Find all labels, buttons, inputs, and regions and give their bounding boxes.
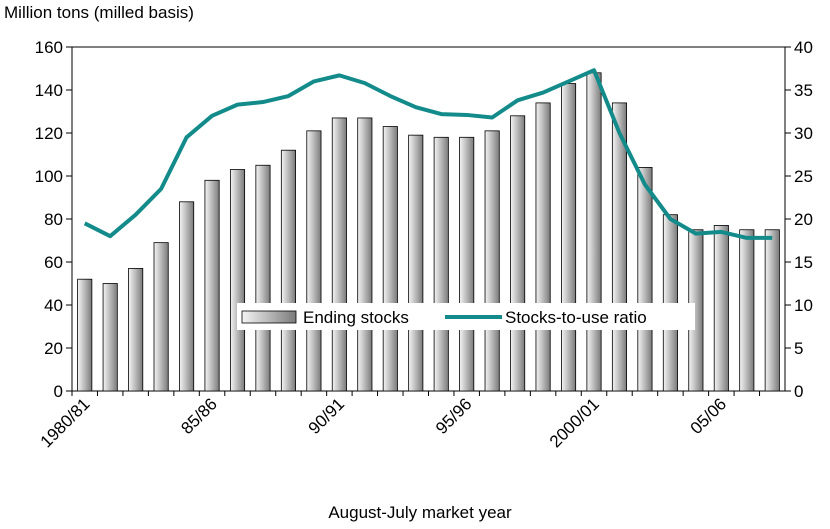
y-tick-label: 40: [44, 296, 63, 315]
x-tick-label: 1980/81: [37, 394, 94, 451]
x-tick-label: 85/86: [177, 394, 221, 438]
bar: [331, 117, 347, 392]
y-tick-label: 100: [35, 167, 63, 186]
bar: [433, 136, 449, 392]
bar: [637, 166, 653, 392]
y-tick-label: 140: [35, 81, 63, 100]
y2-tick-label: 20: [794, 210, 813, 229]
bar: [764, 229, 780, 392]
bar: [204, 179, 220, 392]
bar: [128, 268, 144, 392]
y2-tick-label: 15: [794, 253, 813, 272]
x-axis-title: August-July market year: [328, 503, 512, 522]
bar: [561, 83, 577, 392]
legend-swatch: [241, 310, 297, 324]
bar: [306, 130, 322, 392]
y2-tick-label: 10: [794, 296, 813, 315]
y2-tick-label: 5: [794, 339, 803, 358]
bar: [459, 136, 475, 392]
y2-tick-label: 35: [794, 81, 813, 100]
y-tick-label: 160: [35, 38, 63, 57]
x-tick-label: 95/96: [432, 394, 476, 438]
bar: [586, 72, 602, 392]
x-tick-label: 90/91: [305, 394, 349, 438]
y-axis-title: Million tons (milled basis): [4, 3, 194, 22]
bar: [510, 115, 526, 392]
bar: [229, 169, 246, 392]
y-tick-label: 120: [35, 124, 63, 143]
y2-tick-label: 0: [794, 382, 803, 401]
line: [83, 68, 773, 240]
legend-label: Ending stocks: [303, 308, 409, 327]
bar: [153, 242, 169, 392]
bar: [102, 283, 118, 392]
legend-label: Stocks-to-use ratio: [505, 308, 647, 327]
bar: [484, 130, 500, 392]
x-tick-label: 05/06: [687, 394, 731, 438]
y-tick-label: 60: [44, 253, 63, 272]
bar: [255, 164, 271, 392]
bar: [408, 134, 424, 392]
y2-tick-label: 25: [794, 167, 813, 186]
bar: [535, 102, 551, 392]
bar: [280, 149, 296, 392]
y-tick-label: 0: [54, 382, 63, 401]
bar: [662, 214, 678, 392]
bar: [739, 229, 755, 392]
bar: [713, 225, 729, 392]
bar: [357, 117, 373, 392]
bar: [77, 278, 93, 392]
plot-area: [71, 46, 786, 392]
y2-tick-label: 30: [794, 124, 813, 143]
bar: [382, 126, 398, 392]
y2-tick-label: 40: [794, 38, 813, 57]
y-tick-label: 20: [44, 339, 63, 358]
y-tick-label: 80: [44, 210, 63, 229]
bar: [179, 201, 195, 392]
x-tick-label: 2000/01: [546, 394, 603, 451]
